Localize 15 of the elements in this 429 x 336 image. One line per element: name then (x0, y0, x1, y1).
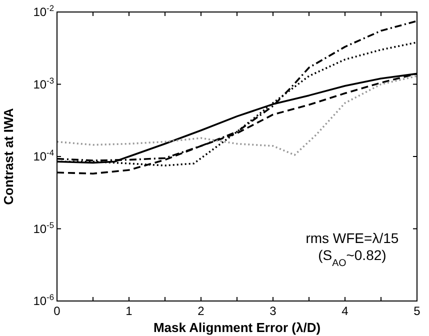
y-tick-label: 10$^{-5}$ (33, 220, 54, 236)
x-tick-label: 4 (342, 304, 349, 318)
y-tick-label: 10$^{-3}$ (33, 75, 54, 92)
y-tick-label: 10$^{-6}$ (33, 292, 54, 308)
annotation: rms WFE=λ/15 (306, 230, 399, 246)
annotation: (S$_{AO}$~0.82) (318, 247, 386, 269)
x-tick-label: 0 (54, 304, 61, 318)
y-tick-label: 10$^{-2}$ (33, 3, 54, 19)
x-tick-label: 1 (126, 304, 133, 318)
y-axis-title: Contrast at IWA (1, 108, 16, 205)
x-tick-label: 2 (198, 304, 205, 318)
y-tick-label: 10$^{-4}$ (33, 148, 54, 164)
x-axis-title: Mask Alignment Error (λ/D) (153, 320, 321, 335)
x-tick-label: 5 (414, 304, 421, 318)
x-tick-label: 3 (270, 304, 277, 318)
